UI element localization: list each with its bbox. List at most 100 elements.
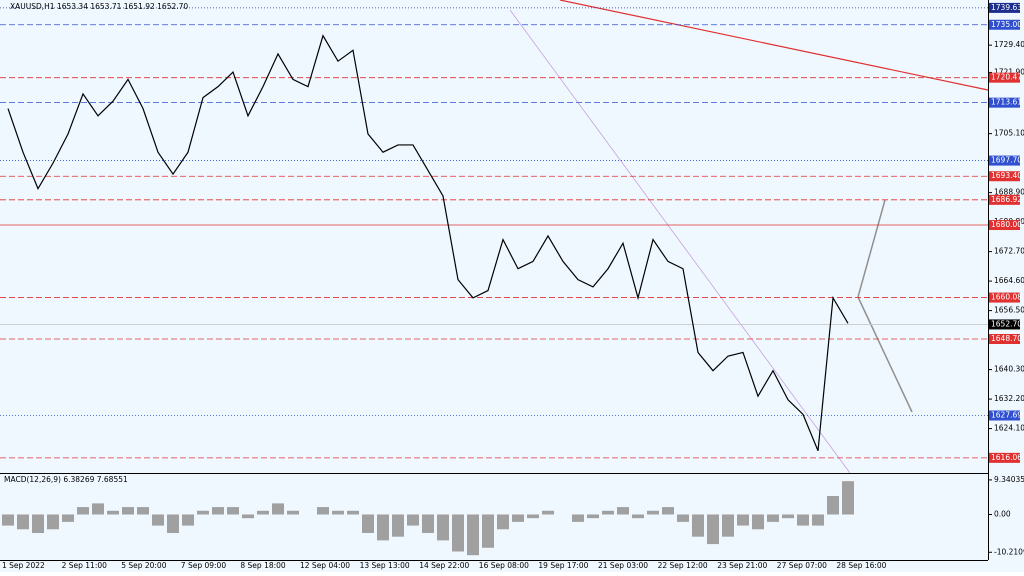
forecast-arrow bbox=[857, 199, 886, 298]
histogram-bar bbox=[137, 507, 149, 515]
histogram-bar bbox=[347, 510, 359, 515]
y-tick-label: 1688.90 bbox=[994, 188, 1024, 197]
x-tick-label: 13 Sep 13:00 bbox=[360, 561, 410, 570]
histogram-bar bbox=[332, 510, 344, 515]
x-tick-label: 21 Sep 03:00 bbox=[598, 561, 648, 570]
histogram-bar bbox=[797, 514, 809, 526]
forecast-arrow bbox=[857, 296, 913, 413]
x-tick-label: 2 Sep 11:00 bbox=[62, 561, 108, 570]
level-label: 1735.00 bbox=[991, 20, 1022, 29]
level-box bbox=[989, 319, 1020, 330]
level-box bbox=[989, 410, 1020, 421]
histogram-bar bbox=[752, 514, 764, 530]
histogram-bar bbox=[422, 514, 434, 533]
histogram-bar bbox=[287, 510, 299, 515]
y-tick-label: 1721.90 bbox=[994, 67, 1024, 76]
histogram-bar bbox=[617, 507, 629, 515]
x-tick-label: 28 Sep 16:00 bbox=[836, 561, 886, 570]
histogram-bar bbox=[737, 514, 749, 526]
histogram-bar bbox=[182, 514, 194, 526]
histogram-bar bbox=[452, 514, 464, 552]
y-tick-label: 1664.60 bbox=[994, 276, 1024, 285]
histogram-bar bbox=[272, 503, 284, 515]
histogram-bar bbox=[767, 514, 779, 522]
channel-line bbox=[509, 9, 851, 474]
histogram-bar bbox=[362, 514, 374, 533]
level-label: 1713.61 bbox=[991, 98, 1022, 107]
histogram-bar bbox=[572, 514, 584, 522]
level-label: 1652.70 bbox=[991, 319, 1022, 328]
histogram-bar bbox=[827, 495, 839, 515]
x-tick-label: 5 Sep 20:00 bbox=[121, 561, 167, 570]
indicator-title: MACD(12,26,9) 6.38269 7.68551 bbox=[4, 475, 128, 484]
x-tick-label: 19 Sep 17:00 bbox=[538, 561, 588, 570]
histogram-bar bbox=[242, 514, 254, 519]
histogram-bar bbox=[842, 481, 854, 515]
x-tick-label: 27 Sep 07:00 bbox=[777, 561, 827, 570]
x-tick-label: 16 Sep 08:00 bbox=[479, 561, 529, 570]
level-label: 1739.63 bbox=[991, 3, 1022, 12]
histogram-bar bbox=[152, 514, 164, 526]
level-box bbox=[989, 19, 1020, 30]
histogram-bar bbox=[782, 514, 794, 519]
histogram-bar bbox=[527, 514, 539, 519]
histogram-bar bbox=[542, 510, 554, 515]
histogram-bar bbox=[512, 514, 524, 522]
level-box bbox=[989, 72, 1020, 83]
y-tick-label: 1672.70 bbox=[994, 247, 1024, 256]
histogram-bar bbox=[662, 507, 674, 515]
histogram-bar bbox=[377, 514, 389, 541]
level-box bbox=[989, 155, 1020, 166]
histogram-bar bbox=[812, 514, 824, 526]
y-tick-label: 1640.30 bbox=[994, 365, 1024, 374]
y-tick-label: 1729.40 bbox=[994, 40, 1024, 49]
price-line bbox=[7, 34, 849, 452]
histogram-bar bbox=[437, 514, 449, 541]
histogram-bar bbox=[92, 503, 104, 515]
histogram-bar bbox=[227, 507, 239, 515]
level-label: 1697.70 bbox=[991, 156, 1022, 165]
y-tick-label: 9.34035 bbox=[994, 475, 1024, 484]
level-label: 1627.69 bbox=[991, 411, 1022, 420]
level-box bbox=[989, 194, 1020, 205]
histogram-bar bbox=[407, 514, 419, 526]
level-label: 1693.40 bbox=[991, 171, 1022, 180]
x-tick-label: 22 Sep 12:00 bbox=[658, 561, 708, 570]
histogram-bar bbox=[497, 514, 509, 530]
histogram-bar bbox=[122, 507, 134, 515]
y-tick-label: 1624.10 bbox=[994, 424, 1024, 433]
level-label: 1686.92 bbox=[991, 195, 1022, 204]
histogram-bar bbox=[707, 514, 719, 545]
histogram-bar bbox=[317, 507, 329, 515]
histogram-bar bbox=[467, 514, 479, 556]
histogram-bar bbox=[62, 514, 74, 522]
x-tick-label: 12 Sep 04:00 bbox=[300, 561, 350, 570]
x-tick-label: 1 Sep 2022 bbox=[2, 561, 45, 570]
x-tick-label: 14 Sep 22:00 bbox=[419, 561, 469, 570]
y-tick-label: 1632.20 bbox=[994, 394, 1024, 403]
histogram-bar bbox=[197, 510, 209, 515]
y-tick-label: 1705.10 bbox=[994, 129, 1024, 138]
level-label: 1616.06 bbox=[991, 453, 1022, 462]
x-tick-label: 23 Sep 21:00 bbox=[717, 561, 767, 570]
histogram-bar bbox=[482, 514, 494, 548]
histogram-bar bbox=[77, 507, 89, 515]
level-label: 1680.00 bbox=[991, 220, 1022, 229]
y-tick-label: 0.00 bbox=[994, 509, 1011, 518]
histogram-bar bbox=[587, 514, 599, 519]
level-box bbox=[989, 220, 1020, 231]
histogram-bar bbox=[692, 514, 704, 537]
level-label: 1660.08 bbox=[991, 293, 1022, 302]
level-box bbox=[989, 292, 1020, 303]
x-tick-label: 8 Sep 18:00 bbox=[240, 561, 286, 570]
level-box bbox=[989, 2, 1020, 13]
histogram-bar bbox=[392, 514, 404, 537]
trend-line bbox=[559, 0, 989, 91]
histogram-bar bbox=[632, 514, 644, 519]
histogram-bar bbox=[257, 510, 269, 515]
y-tick-label: 1656.50 bbox=[994, 306, 1024, 315]
histogram-bar bbox=[602, 510, 614, 515]
level-box bbox=[989, 171, 1020, 182]
